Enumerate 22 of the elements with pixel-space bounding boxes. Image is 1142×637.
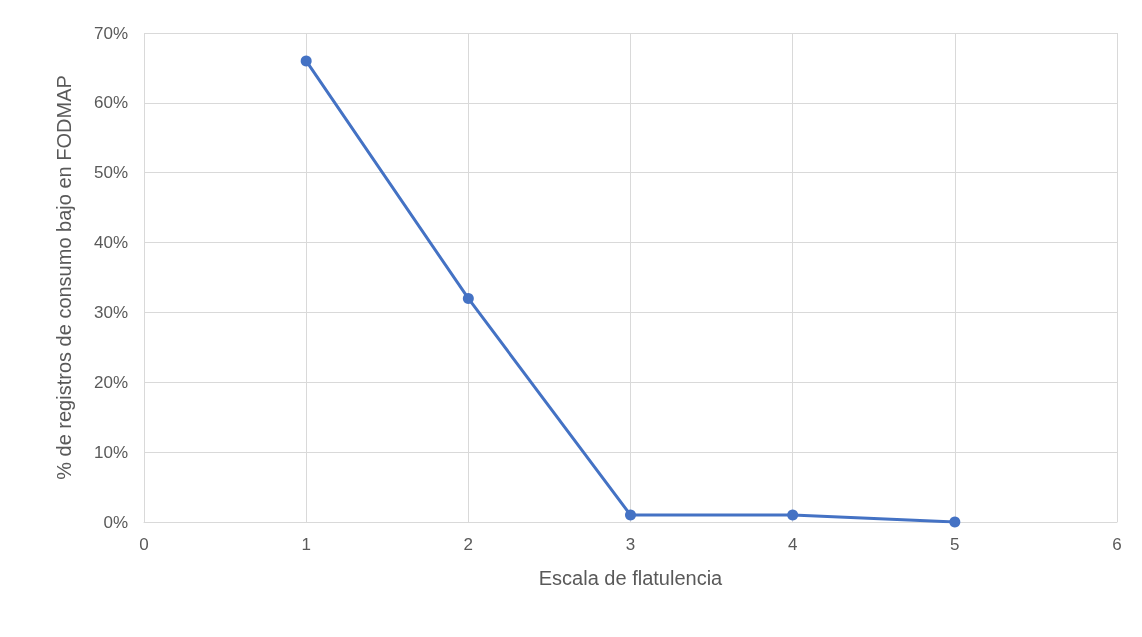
x-tick-label: 5 [950,535,960,554]
y-tick-label: 50% [93,163,128,183]
point [462,292,474,304]
y-tick-label: 0% [103,512,128,532]
y-tick-label: 30% [93,302,128,322]
x-tick-label: 0 [139,535,149,554]
point [300,55,312,67]
point [625,509,636,521]
x-tick-label: 2 [463,535,474,554]
y-tick-label: 20% [93,372,128,392]
point [949,516,961,528]
x-tick-label: 3 [625,535,636,554]
x-tick-label: 6 [1112,535,1122,554]
x-tick-label: 4 [787,535,798,554]
x-axis-title: Escala de flatulencia [538,567,724,589]
y-tick-label: 40% [93,233,128,253]
y-tick-label: 10% [93,442,128,462]
x-tick-label: 1 [301,535,311,554]
y-tick-label: 60% [93,93,128,113]
point [787,509,799,521]
y-tick-label: 70% [93,23,128,43]
y-axis-title: % de registros de consumo bajo en FODMAP [53,75,75,480]
